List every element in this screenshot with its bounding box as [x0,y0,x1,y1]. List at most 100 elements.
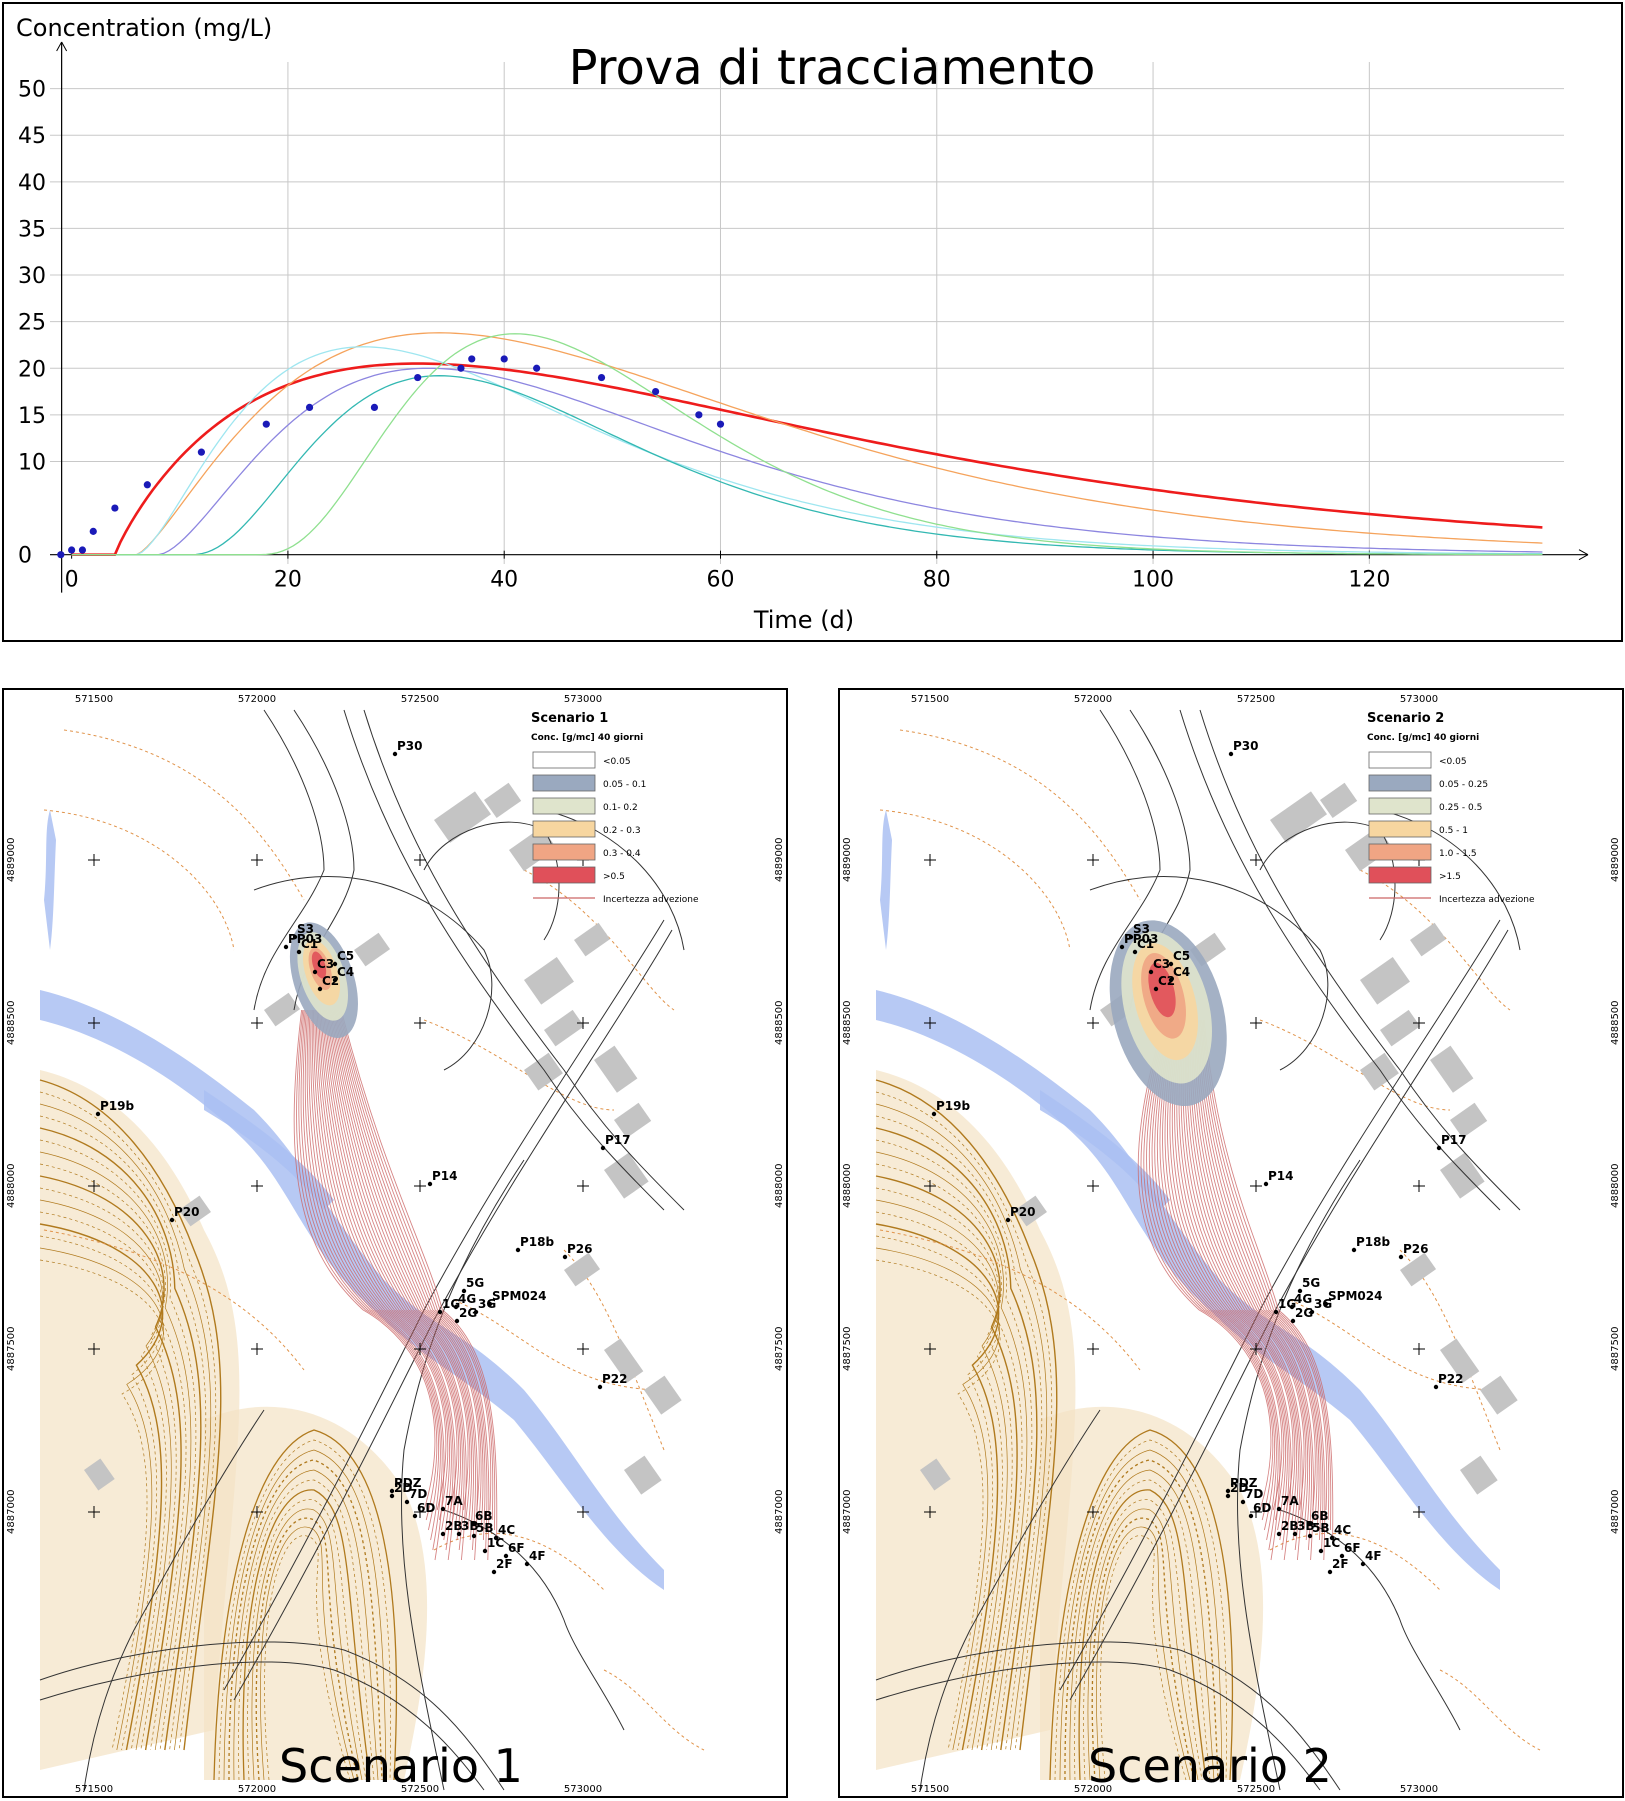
well-label: 1G [1278,1297,1296,1311]
well-marker [1119,944,1125,950]
y-tick-label: 40 [18,171,46,196]
well-label: C2 [322,974,339,988]
hill-contour-line [875,1127,1038,1751]
advection-streamline [319,1009,463,1541]
well-marker [456,1531,462,1537]
map-y-coordinate: 4888500 [774,1000,785,1045]
road-line [39,1641,505,1791]
chart-grid [50,62,1564,564]
legend-swatch [1368,866,1432,884]
coordinate-grid: 571500 571500 572000 572000 572500 572500 5730… [842,694,1621,1795]
well-marker [515,1247,521,1253]
well-label: C1 [1137,937,1154,951]
map-x-coordinate: 573000 [564,1784,602,1795]
advection-streamline [1191,1019,1314,1561]
well-label: P19b [936,1099,970,1113]
grid-cross [251,1343,263,1355]
hill-contour-line [260,1526,355,1781]
advection-streamline [296,1009,438,1521]
observed-point [652,387,660,396]
map-x-coordinate: 572000 [1074,694,1112,705]
well-marker [283,944,289,950]
grid-cross [1250,1017,1262,1029]
well-label: P20 [1010,1205,1036,1219]
advection-streamline [327,1009,476,1551]
map-y-coordinate: 4889000 [1610,837,1621,882]
observed-point [68,546,76,554]
hill-contour-line [218,1439,391,1781]
well-marker [1168,961,1174,967]
advection-streamline [320,1009,465,1551]
road-line [1279,1509,1461,1731]
well-label: P30 [397,739,423,753]
building [264,992,301,1027]
well-label: P17 [605,1133,631,1147]
well-marker [1433,1384,1439,1390]
observed-point [716,420,725,428]
well-marker [600,1145,606,1151]
well-label: 6D [1253,1501,1271,1515]
hill-contour-line [39,1247,164,1751]
advection-streamline [310,1009,450,1531]
hill-contour-line [39,1127,202,1751]
hill-contour-line [1083,1499,1203,1781]
river-branch [204,1090,334,1210]
observed-point [262,420,270,428]
model-series-line [71,333,1543,556]
legend-item-label: <0.05 [1439,757,1467,767]
hill-contour-line [39,1163,187,1751]
well-marker [1263,1181,1269,1187]
y-tick-label: 10 [18,450,46,475]
road-line [83,1409,265,1791]
well-label: 2G [1295,1306,1313,1320]
advection-streamline [1195,1019,1320,1531]
well-label: 5B [476,1521,494,1535]
map-y-coordinate: 4888000 [1610,1163,1621,1208]
topo-contour-line [603,1669,705,1751]
well-marker [1225,1488,1231,1494]
grid-cross [924,1506,936,1518]
building [523,1052,563,1091]
grid-cross [924,1017,936,1029]
topo-contour-line [1439,1669,1541,1751]
y-tick-label: 0 [18,544,32,569]
advection-streamlines [293,1009,498,1561]
grid-cross [88,1017,100,1029]
topo-contour-line [1289,1299,1501,1391]
advection-streamline [1169,1019,1294,1511]
advection-streamline [328,1009,478,1561]
building [434,791,492,843]
advection-streamline [302,1009,443,1551]
map-y-coordinate: 4887500 [6,1326,17,1371]
hill-contour-line [1069,1469,1215,1781]
building [594,1045,638,1093]
map-y-coordinate: 4888000 [6,1163,17,1208]
well-label: PDZ [394,1476,422,1490]
map-legend: Scenario 1 Conc. [g/mc] 40 giorni <0.05 0.0… [531,711,699,905]
advection-streamline [322,1009,469,1511]
map-y-coordinate: 4888000 [774,1163,785,1208]
grid-cross [1413,1180,1425,1192]
advection-streamline [293,1009,436,1511]
grid-cross [577,1017,589,1029]
well-marker [1168,977,1174,983]
hill-area [204,1406,428,1780]
chart-axes: 0 20 40 60 80 100 120 0 10 15 20 25 30 35 40 45 50 [18,41,1589,593]
hill-contour-line [875,1079,1058,1751]
well-label: P22 [602,1372,628,1386]
well-marker [1292,1531,1298,1537]
model-series-line [71,332,1543,556]
river-main [876,990,1500,1590]
map-x-coordinate: 572500 [1237,694,1275,705]
grid-cross [1413,1017,1425,1029]
observed-point [457,364,465,372]
road-line [875,1661,1321,1791]
well-marker [440,1531,446,1537]
map-y-coordinate: 4888500 [1610,1000,1621,1045]
well-label: P30 [1233,739,1259,753]
map-x-coordinate: 573000 [1400,694,1438,705]
hill-contour-line [238,1479,375,1781]
hill-contour-line [875,1223,1000,1751]
building [524,957,574,1005]
hill-contour-line [223,1449,387,1781]
